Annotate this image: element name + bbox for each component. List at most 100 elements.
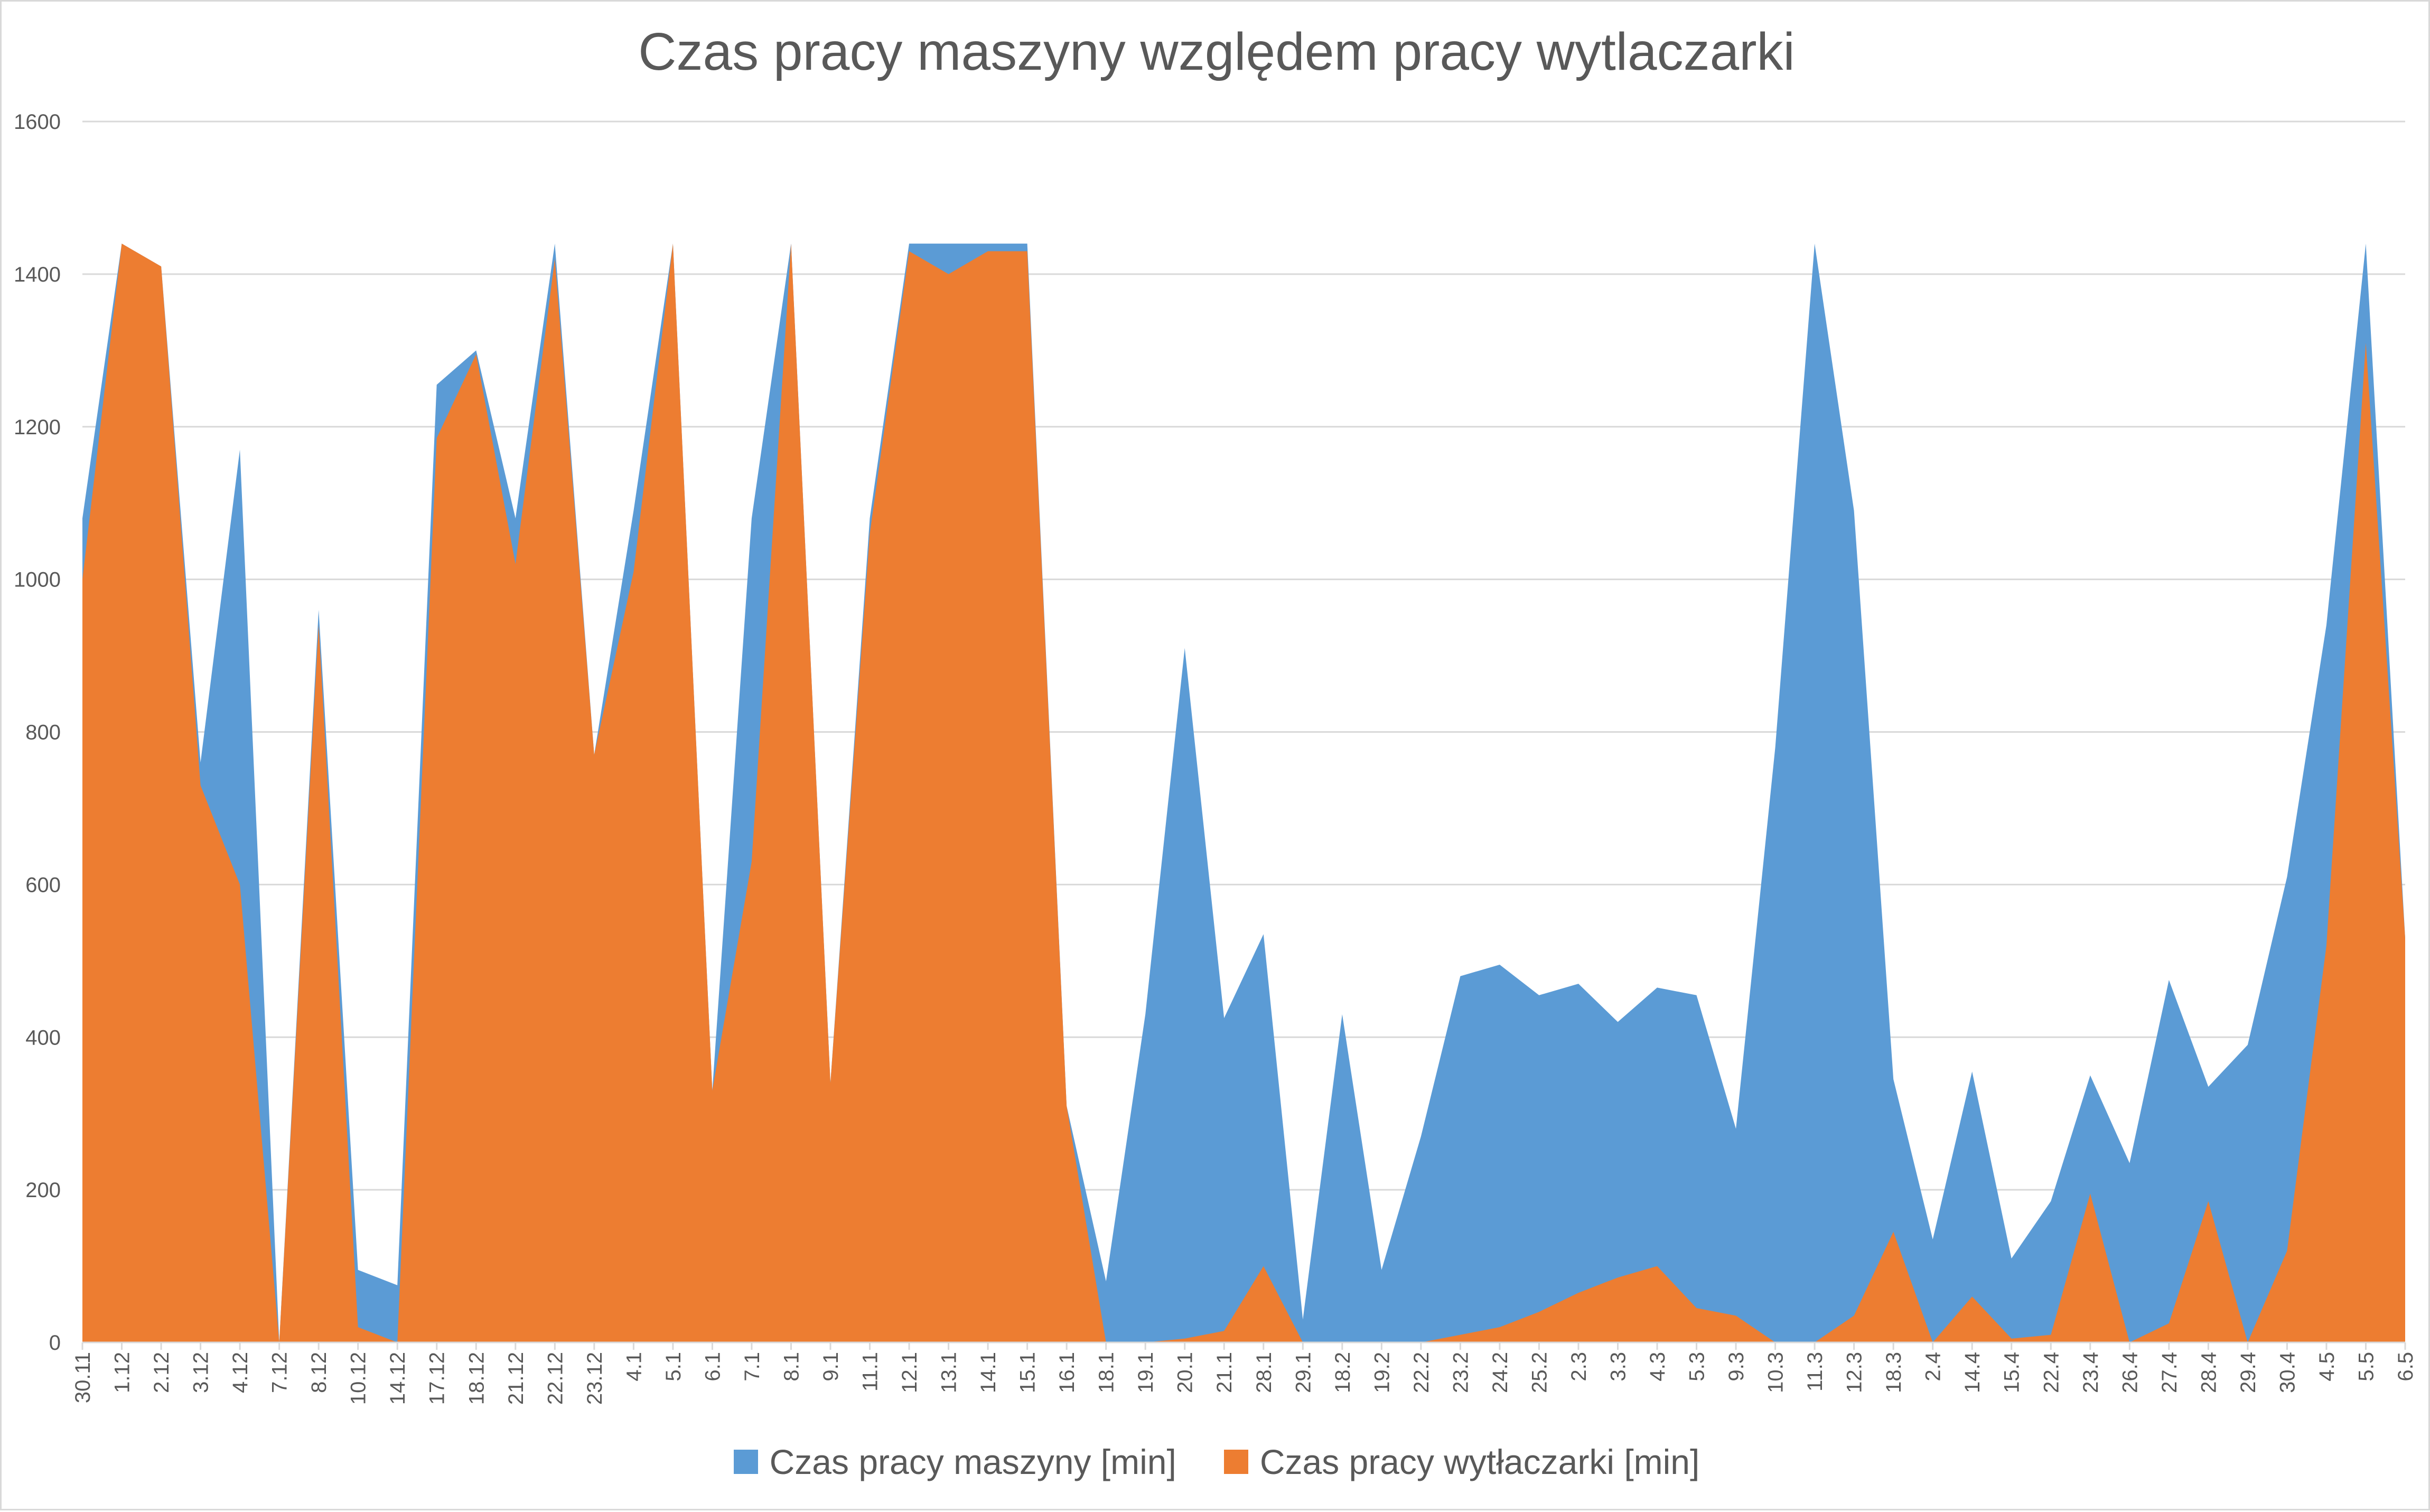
x-tick-label: 4.12 bbox=[229, 1352, 252, 1393]
x-tick-label: 23.12 bbox=[583, 1352, 606, 1405]
x-tick-label: 2.12 bbox=[150, 1352, 173, 1393]
y-tick-label: 1000 bbox=[14, 568, 61, 592]
x-tick-label: 17.12 bbox=[426, 1352, 449, 1405]
data-point-series-1 bbox=[82, 518, 83, 519]
data-point-series-2 bbox=[1972, 1296, 1973, 1297]
x-tick-label: 9.3 bbox=[1725, 1352, 1748, 1382]
data-point-series-1 bbox=[2247, 1044, 2248, 1045]
data-point-series-1 bbox=[1972, 1071, 1973, 1072]
y-tick-label: 800 bbox=[25, 721, 61, 744]
x-tick-label: 4.5 bbox=[2315, 1352, 2339, 1382]
axes: 0 200 400 600 800 1000 1200 1400 1600 30.11 1.12 2.… bbox=[14, 110, 2417, 1405]
x-tick-label: 3.12 bbox=[190, 1352, 213, 1393]
series-areas bbox=[82, 244, 2405, 1342]
x-tick-label: 1.12 bbox=[111, 1352, 134, 1393]
x-tick-label: 15.4 bbox=[2001, 1352, 2024, 1393]
x-tick-label: 4.1 bbox=[622, 1352, 646, 1382]
x-tick-label: 21.12 bbox=[504, 1352, 528, 1405]
x-tick-label: 22.2 bbox=[1410, 1352, 1433, 1393]
data-point-series-1 bbox=[1263, 934, 1264, 935]
legend-item-series-1: Czas pracy maszyny [min] bbox=[733, 1442, 1176, 1482]
data-point-series-2 bbox=[1499, 1327, 1500, 1328]
x-tick-label: 4.3 bbox=[1646, 1352, 1669, 1382]
legend-swatch-series-1 bbox=[733, 1450, 758, 1474]
y-tick-label: 1400 bbox=[14, 263, 61, 286]
y-tick-label: 1600 bbox=[14, 110, 61, 134]
x-tick-label: 19.1 bbox=[1134, 1352, 1157, 1393]
data-point-series-2 bbox=[1893, 1231, 1894, 1232]
x-tick-label: 21.1 bbox=[1213, 1352, 1236, 1393]
y-tick-label: 600 bbox=[25, 873, 61, 897]
x-tick-label: 6.1 bbox=[701, 1352, 724, 1382]
x-tick-label: 18.3 bbox=[1882, 1352, 1905, 1393]
data-point-series-1 bbox=[1224, 1018, 1225, 1019]
x-tick-label: 12.3 bbox=[1843, 1352, 1866, 1393]
x-tick-label: 18.1 bbox=[1095, 1352, 1118, 1393]
x-tick-label: 18.2 bbox=[1331, 1352, 1354, 1393]
x-tick-label: 10.12 bbox=[347, 1352, 370, 1405]
x-tick-label: 9.1 bbox=[819, 1352, 843, 1382]
x-tick-label: 16.1 bbox=[1055, 1352, 1079, 1393]
x-tick-label: 3.3 bbox=[1606, 1352, 1630, 1382]
x-tick-label: 11.3 bbox=[1803, 1352, 1827, 1392]
x-tick-label: 12.1 bbox=[898, 1352, 921, 1393]
x-tick-label: 5.5 bbox=[2354, 1352, 2378, 1382]
x-tick-label: 27.4 bbox=[2158, 1352, 2181, 1393]
x-tick-label: 26.4 bbox=[2118, 1352, 2142, 1393]
x-tick-label: 30.4 bbox=[2276, 1352, 2299, 1393]
x-tick-label: 2.3 bbox=[1567, 1352, 1591, 1382]
data-point-series-1 bbox=[633, 510, 634, 511]
data-point-series-2 bbox=[2011, 1338, 2012, 1339]
y-tick-label: 0 bbox=[49, 1331, 61, 1355]
x-tick-label: 14.1 bbox=[977, 1352, 1000, 1393]
data-point-series-1 bbox=[2011, 1258, 2012, 1259]
x-tick-label: 18.12 bbox=[465, 1352, 488, 1405]
x-tick-label: 15.1 bbox=[1016, 1352, 1040, 1393]
x-tick-label: 6.5 bbox=[2394, 1352, 2417, 1382]
x-tick-label: 28.4 bbox=[2197, 1352, 2220, 1393]
y-tick-label: 1200 bbox=[14, 416, 61, 439]
x-tick-label: 29.4 bbox=[2237, 1352, 2260, 1393]
data-point-series-1 bbox=[515, 518, 516, 519]
x-tick-label: 23.2 bbox=[1449, 1352, 1472, 1393]
x-tick-label: 7.12 bbox=[268, 1352, 292, 1393]
legend-swatch-series-2 bbox=[1223, 1450, 1248, 1474]
legend-label-series-2: Czas pracy wytłaczarki [min] bbox=[1259, 1442, 1700, 1481]
chart-title: Czas pracy maszyny względem pracy wytlac… bbox=[638, 22, 1795, 81]
data-point-series-1 bbox=[200, 762, 201, 763]
data-point-series-1 bbox=[1932, 1239, 1933, 1240]
x-tick-label: 30.11 bbox=[71, 1352, 95, 1403]
y-tick-label: 200 bbox=[25, 1179, 61, 1202]
data-point-series-2 bbox=[1696, 1308, 1697, 1309]
x-tick-label: 25.2 bbox=[1528, 1352, 1551, 1393]
x-tick-label: 22.12 bbox=[544, 1352, 567, 1405]
x-tick-label: 28.1 bbox=[1253, 1352, 1276, 1393]
data-point-series-1 bbox=[1657, 987, 1658, 988]
x-tick-label: 5.3 bbox=[1686, 1352, 1709, 1382]
data-point-series-2 bbox=[82, 579, 83, 580]
x-tick-label: 19.2 bbox=[1370, 1352, 1394, 1393]
x-tick-label: 14.4 bbox=[1961, 1352, 1984, 1393]
x-tick-label: 8.12 bbox=[307, 1352, 331, 1393]
data-point-series-2 bbox=[200, 785, 201, 786]
data-point-series-2 bbox=[1184, 1338, 1185, 1339]
series-area-2 bbox=[82, 244, 2405, 1342]
legend-item-series-2: Czas pracy wytłaczarki [min] bbox=[1223, 1442, 1700, 1482]
data-point-series-2 bbox=[1460, 1334, 1461, 1335]
legend: Czas pracy maszyny [min] Czas pracy wytł… bbox=[2, 1442, 2430, 1482]
x-tick-label: 24.2 bbox=[1489, 1352, 1512, 1393]
x-tick-label: 10.3 bbox=[1764, 1352, 1788, 1393]
legend-label-series-1: Czas pracy maszyny [min] bbox=[769, 1442, 1176, 1481]
x-tick-label: 8.1 bbox=[780, 1352, 803, 1382]
x-tick-label: 5.1 bbox=[662, 1352, 685, 1382]
y-tick-label: 400 bbox=[25, 1026, 61, 1049]
x-tick-label: 23.4 bbox=[2079, 1352, 2102, 1393]
data-point-series-1 bbox=[1420, 1136, 1421, 1137]
x-tick-label: 14.12 bbox=[386, 1352, 409, 1405]
data-point-series-2 bbox=[830, 1082, 831, 1083]
x-tick-label: 20.1 bbox=[1174, 1352, 1197, 1393]
x-tick-label: 13.1 bbox=[938, 1352, 961, 1393]
data-point-series-1 bbox=[751, 518, 752, 519]
